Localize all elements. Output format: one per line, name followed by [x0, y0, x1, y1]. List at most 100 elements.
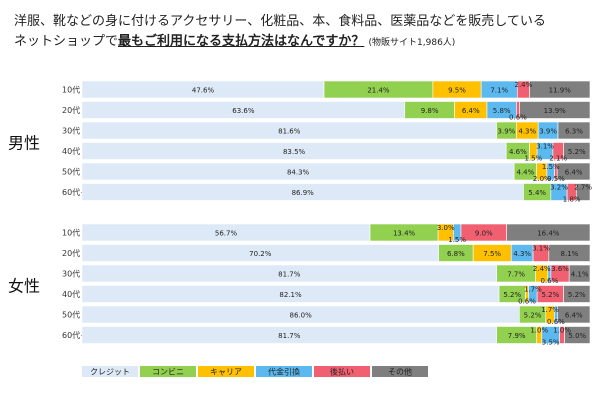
bar-value-label: 1.7%: [524, 286, 542, 294]
bar-value-label: 3.1%: [536, 143, 554, 151]
row-age-label: 30代: [62, 269, 80, 279]
bar-value-label: 7.1%: [490, 87, 508, 95]
bar-value-label: 2.4%: [533, 265, 551, 273]
bar-value-label: 81.7%: [278, 271, 301, 279]
bar-value-label: 83.5%: [283, 148, 306, 156]
bar-value-label: 0.6%: [541, 277, 559, 285]
bar-segment-5: [519, 101, 591, 119]
bar-segment-5: [563, 285, 591, 303]
bar-row: 30代 81.7% 7.7% 2.4% 0.6% 3.6%4.1%: [62, 264, 591, 285]
bar-value-label: 5.8%: [493, 107, 511, 115]
bar-row: 20代 70.2% 6.8% 7.5% 4.3%3.1% 8.1%: [62, 244, 591, 262]
bar-value-label: 6.4%: [565, 312, 583, 320]
bar-value-label: 1.5%: [524, 155, 542, 163]
bar-value-label: 3.2%: [550, 184, 568, 192]
row-age-label: 40代: [62, 289, 80, 299]
bar-row: 10代 56.7% 13.4% 3.0% 1.5% 9.0% 16.4%: [62, 223, 591, 244]
bar-value-label: 5.2%: [541, 291, 559, 299]
row-age-label: 20代: [62, 248, 80, 258]
row-age-label: 40代: [62, 146, 80, 156]
row-age-label: 10代: [62, 228, 80, 238]
legend-label-4: 後払い: [330, 367, 354, 377]
bar-value-label: 2.1%: [549, 155, 567, 163]
bar-value-label: 6.3%: [565, 128, 583, 136]
bar-value-label: 3.9%: [498, 128, 516, 136]
bar-segment-5: [557, 305, 591, 324]
legend-label-5: その他: [388, 367, 412, 377]
chart-title-line1: 洋服、靴などの身に付けるアクセサリー、化粧品、本、食料品、医薬品などを販売してい…: [14, 14, 546, 29]
bar-value-label: 0.5%: [547, 175, 565, 183]
bar-row: 60代~ 81.7% 7.9%1.0%3.5%1.0%5.0%: [62, 326, 591, 347]
bar-value-label: 8.1%: [561, 250, 579, 258]
bar-value-label: 9.5%: [448, 87, 466, 95]
bar-row: 60代~ 86.9% 5.4% 3.2% 1.8% 2.7%: [62, 183, 592, 204]
row-age-label: 60代~: [62, 330, 87, 340]
bar-value-label: 4.1%: [571, 271, 589, 279]
bar-segment-5: [563, 142, 591, 160]
bar-value-label: 2.4%: [514, 81, 532, 89]
row-age-label: 50代: [62, 167, 80, 177]
bar-group-male: 男性 10代 47.6% 21.4% 9.5% 7.1% 2.4% 11.9% 20代 63.6%…: [8, 80, 592, 204]
bar-value-label: 63.6%: [232, 107, 255, 115]
bar-value-label: 5.2%: [568, 148, 586, 156]
bar-row: 40代 82.1% 5.2%0.6%1.7%5.2% 5.2%: [62, 285, 591, 306]
bar-value-label: 3.5%: [542, 339, 560, 347]
legend-label-2: キャリア: [210, 368, 242, 377]
bar-row: 10代 47.6% 21.4% 9.5% 7.1% 2.4% 11.9%: [62, 80, 591, 99]
bar-value-label: 21.4%: [367, 87, 390, 95]
legend-swatch-2: [198, 366, 254, 377]
bar-value-label: 9.8%: [421, 107, 439, 115]
group-label: 男性: [8, 134, 40, 153]
row-age-label: 50代: [62, 310, 80, 320]
bar-value-label: 6.8%: [447, 250, 465, 258]
bar-value-label: 4.4%: [517, 169, 535, 177]
bar-value-label: 16.4%: [537, 230, 560, 238]
bar-value-label: 0.6%: [518, 298, 536, 306]
bar-value-label: 5.2%: [568, 291, 586, 299]
bar-value-label: 3.0%: [437, 224, 455, 232]
bar-value-label: 13.4%: [393, 230, 416, 238]
bar-segment-5: [529, 80, 591, 99]
bar-value-label: 1.8%: [563, 196, 581, 204]
bar-segment-5: [568, 264, 591, 283]
legend-label-3: 代金引換: [268, 367, 300, 377]
bar-row: 50代 84.3% 4.4%2.0% 1.5% 0.5%6.4%: [62, 162, 591, 183]
legend-label-0: クレジット: [90, 368, 130, 377]
bar-value-label: 5.2%: [503, 291, 521, 299]
bar-value-label: 2.7%: [574, 184, 592, 192]
bar-value-label: 4.6%: [509, 148, 527, 156]
bar-row: 50代 86.0% 5.2%1.7% 0.6%6.4%: [62, 305, 591, 326]
bar-group-female: 女性 10代 56.7% 13.4% 3.0% 1.5% 9.0% 16.4% 20代 70.2%…: [8, 223, 591, 347]
bar-value-label: 86.0%: [290, 312, 313, 320]
bar-segment-5: [556, 162, 591, 181]
bar-value-label: 82.1%: [279, 291, 302, 299]
bar-value-label: 3.6%: [551, 265, 569, 273]
bar-value-label: 13.9%: [544, 107, 567, 115]
chart-legend: クレジット コンビニ キャリア 代金引換 後払い その他: [82, 366, 428, 377]
bar-row: 40代 83.5% 4.6%1.5% 3.1% 2.1%5.2%: [62, 142, 591, 163]
bar-value-label: 11.9%: [549, 87, 572, 95]
bar-value-label: 1.5%: [448, 236, 466, 244]
bar-value-label: 4.3%: [518, 128, 536, 136]
chart-title-question: 最もご利用になる支払方法はなんですか？: [118, 34, 365, 49]
bar-value-label: 0.6%: [547, 318, 565, 326]
chart-title-line2: ネットショップで最もご利用になる支払方法はなんですか？ (物販サイト1,986人…: [14, 30, 455, 49]
bar-value-label: 5.0%: [568, 332, 586, 340]
row-age-label: 60代~: [62, 187, 87, 197]
bar-value-label: 9.0%: [475, 230, 493, 238]
bar-value-label: 81.7%: [278, 332, 301, 340]
bar-segment-5: [564, 326, 591, 344]
bar-value-label: 7.7%: [507, 271, 525, 279]
bar-segment-5: [557, 121, 591, 140]
bar-value-label: 81.6%: [278, 128, 301, 136]
bar-value-label: 0.6%: [509, 114, 527, 122]
bar-row: 20代 63.6% 9.8% 6.4% 5.8%0.6% 13.9%: [62, 101, 591, 122]
bar-value-label: 56.7%: [215, 230, 238, 238]
bar-value-label: 3.1%: [532, 245, 550, 253]
row-age-label: 10代: [62, 85, 80, 95]
bar-value-label: 7.5%: [483, 250, 501, 258]
bar-segment-5: [506, 223, 591, 242]
bar-value-label: 4.3%: [513, 250, 531, 258]
bar-row: 30代 81.6% 3.9% 4.3% 3.9% 6.3%: [62, 121, 591, 140]
